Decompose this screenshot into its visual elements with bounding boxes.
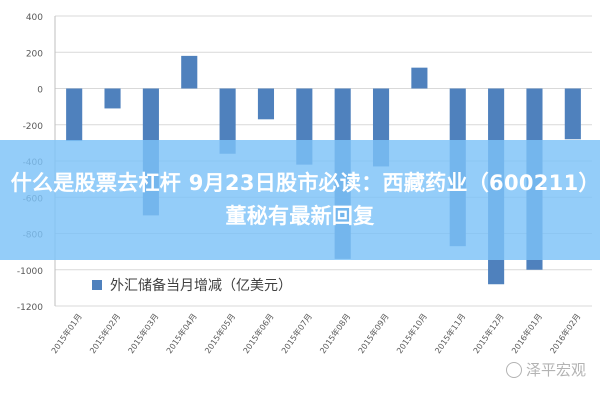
watermark: 泽平宏观 xyxy=(505,359,586,380)
x-tick-label: 2015年06月 xyxy=(241,311,276,355)
wechat-icon xyxy=(505,361,522,378)
y-tick-label: -1200 xyxy=(17,303,43,313)
x-axis: 2015年01月 2015年02月 2015年03月 2015年04月 2015年05月… xyxy=(49,311,583,355)
x-tick-label: 2016年01月 xyxy=(509,311,544,355)
title-banner: 什么是股票去杠杆 9月23日股市必读：西藏药业（600211）董秘有最新回复 xyxy=(0,140,600,260)
y-tick-label: -1000 xyxy=(17,267,43,277)
x-tick-label: 2015年10月 xyxy=(394,311,429,355)
x-tick-label: 2016年02月 xyxy=(548,311,583,355)
x-tick-label: 2015年08月 xyxy=(317,311,352,355)
legend: 外汇储备当月增减（亿美元） xyxy=(92,277,292,294)
x-tick-label: 2015年02月 xyxy=(87,311,122,355)
legend-swatch xyxy=(92,280,102,290)
x-tick-label: 2015年05月 xyxy=(202,311,237,355)
y-tick-label: 0 xyxy=(37,86,43,96)
bar xyxy=(181,55,198,89)
y-tick-label: 200 xyxy=(26,49,43,59)
x-tick-label: 2015年09月 xyxy=(356,311,391,355)
y-tick-label: -200 xyxy=(23,122,44,132)
x-tick-label: 2015年12月 xyxy=(471,311,506,355)
watermark-text: 泽平宏观 xyxy=(525,361,586,379)
bar xyxy=(219,88,236,154)
bar xyxy=(564,88,581,140)
x-tick-label: 2015年04月 xyxy=(164,311,199,355)
x-tick-label: 2015年11月 xyxy=(432,311,467,355)
legend-label: 外汇储备当月增减（亿美元） xyxy=(110,277,292,294)
article-title: 什么是股票去杠杆 9月23日股市必读：西藏药业（600211）董秘有最新回复 xyxy=(10,171,590,228)
x-tick-label: 2015年01月 xyxy=(49,311,84,355)
x-tick-label: 2015年03月 xyxy=(126,311,161,355)
bar xyxy=(411,67,428,89)
bar xyxy=(66,88,83,142)
x-tick-label: 2015年07月 xyxy=(279,311,314,355)
bar xyxy=(257,88,275,120)
bar xyxy=(104,88,121,109)
y-tick-label: 400 xyxy=(26,13,43,23)
